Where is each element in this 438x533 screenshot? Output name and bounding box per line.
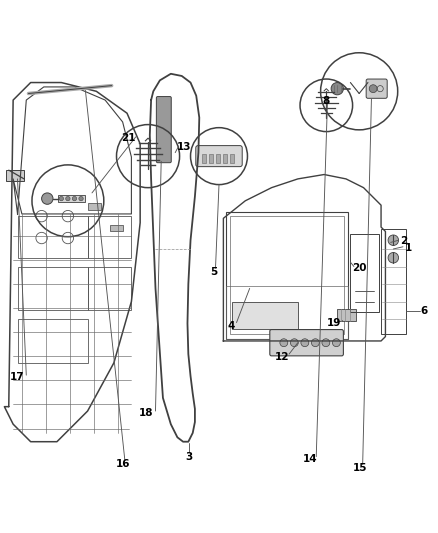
Text: 12: 12	[274, 352, 289, 362]
Text: 3: 3	[186, 451, 193, 462]
Circle shape	[72, 197, 77, 201]
Text: 1: 1	[405, 243, 412, 253]
Bar	[216, 154, 220, 163]
Bar	[88, 203, 101, 209]
Bar	[18, 319, 88, 363]
Text: 2: 2	[400, 236, 407, 246]
Bar	[202, 154, 206, 163]
Text: 19: 19	[327, 318, 341, 328]
Bar	[58, 195, 85, 202]
Bar	[209, 154, 213, 163]
Bar	[110, 225, 123, 231]
Bar	[88, 266, 131, 310]
Text: 6: 6	[420, 306, 427, 316]
Text: 20: 20	[352, 263, 367, 273]
Circle shape	[79, 197, 83, 201]
Text: 18: 18	[138, 408, 153, 418]
Text: 21: 21	[121, 133, 136, 143]
Bar	[381, 229, 406, 334]
Circle shape	[369, 85, 377, 93]
Text: 4: 4	[228, 321, 235, 330]
Text: 16: 16	[116, 459, 131, 470]
Circle shape	[388, 235, 399, 246]
Text: 14: 14	[303, 454, 318, 464]
Bar	[18, 266, 88, 310]
Text: 15: 15	[353, 463, 367, 473]
Circle shape	[301, 339, 309, 346]
Circle shape	[311, 339, 319, 346]
Bar	[226, 212, 348, 339]
Bar	[6, 170, 24, 181]
Text: 8: 8	[323, 96, 330, 106]
Bar	[350, 233, 379, 312]
Bar	[88, 216, 131, 258]
Circle shape	[331, 83, 343, 95]
Bar	[18, 216, 88, 258]
Bar	[337, 309, 356, 321]
Text: 13: 13	[177, 142, 191, 152]
FancyBboxPatch shape	[270, 329, 343, 356]
Bar	[230, 216, 344, 334]
Circle shape	[66, 197, 70, 201]
FancyBboxPatch shape	[366, 79, 387, 98]
Circle shape	[59, 197, 64, 201]
Bar	[223, 154, 227, 163]
FancyBboxPatch shape	[196, 146, 242, 167]
Bar	[232, 302, 298, 329]
Circle shape	[322, 339, 330, 346]
Circle shape	[280, 339, 288, 346]
Circle shape	[388, 253, 399, 263]
Bar	[230, 154, 234, 163]
Circle shape	[332, 339, 340, 346]
Bar	[226, 286, 348, 339]
FancyBboxPatch shape	[156, 96, 171, 163]
Text: 5: 5	[210, 266, 217, 277]
Circle shape	[290, 339, 298, 346]
Text: 17: 17	[9, 372, 24, 382]
Circle shape	[42, 193, 53, 204]
